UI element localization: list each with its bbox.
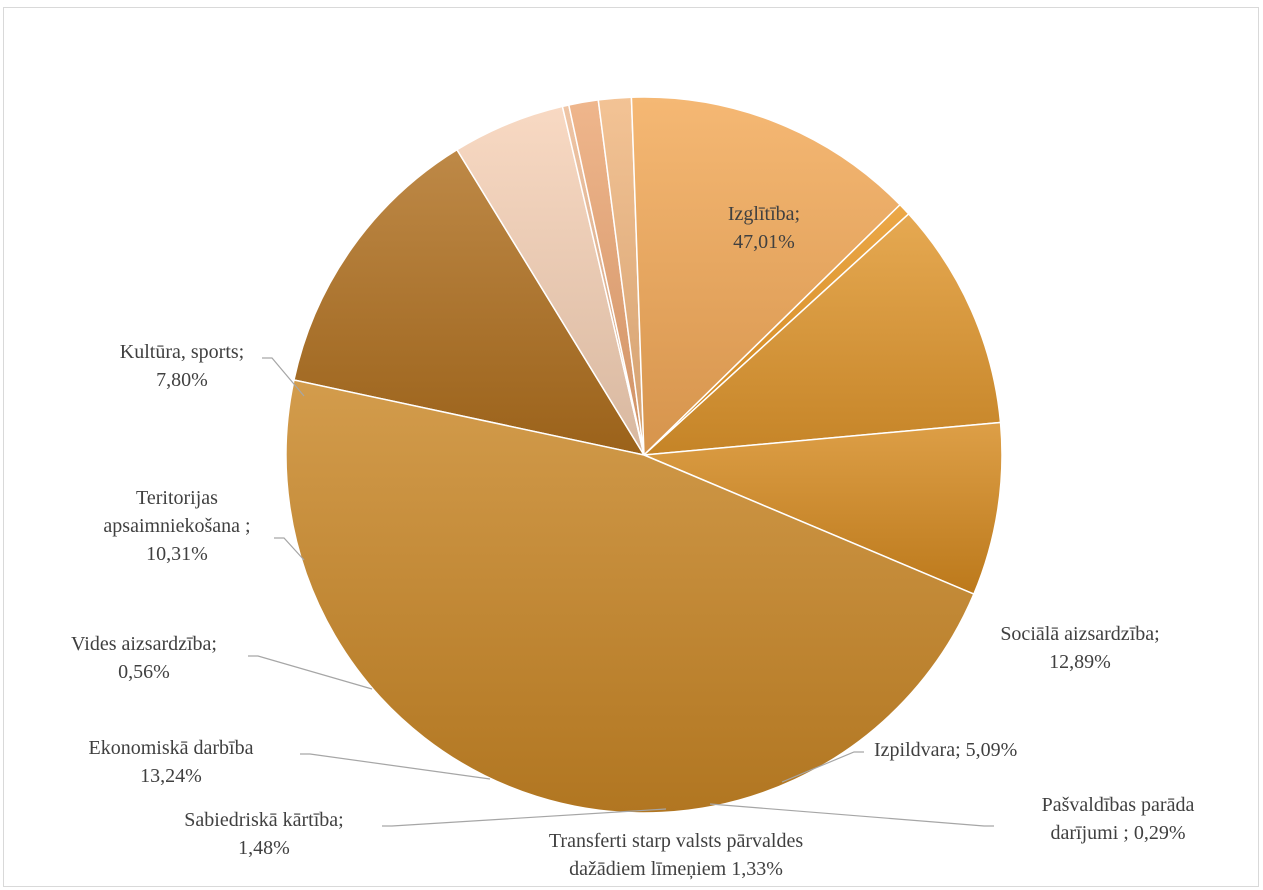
data-label-line: 10,31% — [146, 543, 208, 565]
leader-line-9 — [262, 357, 305, 397]
pie-slice-8 — [641, 212, 1002, 456]
chart-frame: Sociālā aizsardzība; 12,89% Izpildvara; 5,… — [3, 7, 1259, 887]
data-label-line: 47,01% — [733, 231, 795, 253]
leader-line-3 — [709, 803, 994, 827]
leader-line-2 — [781, 751, 864, 783]
data-label-line: Vides aizsardzība; — [71, 633, 217, 655]
data-label-line: 1,48% — [238, 837, 290, 859]
data-label-line: apsaimniekošana ; — [103, 515, 250, 537]
data-label-line: 0,56% — [118, 661, 170, 683]
data-label-4: Transferti starp valsts pārvaldes dažādie… — [549, 830, 803, 880]
leader-line-8 — [274, 537, 305, 561]
data-label-line: dažādiem līmeņiem 1,33% — [569, 858, 783, 880]
data-label-5: Sabiedriskā kārtība; 1,48% — [184, 809, 343, 859]
pie-slice-1 — [293, 148, 646, 457]
leader-lines — [248, 357, 994, 827]
data-label-line: Transferti starp valsts pārvaldes — [549, 830, 803, 852]
leader-line-5 — [382, 808, 667, 827]
data-label-line: darījumi ; 0,29% — [1051, 822, 1186, 844]
data-label-line: 7,80% — [156, 369, 208, 391]
pie-slice-10 — [285, 379, 975, 814]
data-label-line: 13,24% — [140, 765, 202, 787]
data-label-7: Vides aizsardzība; 0,56% — [71, 633, 217, 683]
pie-chart: Sociālā aizsardzība; 12,89% Izpildvara; 5,… — [71, 96, 1194, 880]
data-label-8: Teritorijas apsaimniekošana ; 10,31% — [103, 487, 250, 565]
data-label-1: Sociālā aizsardzība; 12,89% — [1000, 623, 1159, 673]
data-label-3: Pašvaldības parāda darījumi ; 0,29% — [1042, 794, 1195, 844]
data-label-line: Ekonomiskā darbība — [89, 737, 254, 759]
data-label-line: Izglītība; — [728, 203, 800, 225]
data-label-line: Izpildvara; 5,09% — [874, 739, 1017, 761]
leader-line-7 — [248, 655, 373, 690]
pie-slice-6 — [630, 96, 902, 457]
data-label-10: Izglītība; 47,01% — [728, 203, 800, 253]
data-label-line: Pašvaldības parāda — [1042, 794, 1195, 816]
data-label-line: Kultūra, sports; — [120, 341, 244, 363]
data-label-6: Ekonomiskā darbība 13,24% — [89, 737, 254, 787]
pie-slices — [285, 96, 1003, 814]
data-label-2: Izpildvara; 5,09% — [874, 739, 1017, 761]
data-label-line: Teritorijas — [136, 487, 218, 509]
data-label-line: Sociālā aizsardzība; — [1000, 623, 1159, 645]
pie-slice-9 — [643, 421, 1003, 596]
data-label-line: Sabiedriskā kārtība; — [184, 809, 343, 831]
data-label-line: 12,89% — [1049, 651, 1111, 673]
data-label-9: Kultūra, sports; 7,80% — [120, 341, 244, 391]
data-labels: Sociālā aizsardzība; 12,89% Izpildvara; 5,… — [71, 203, 1194, 880]
leader-line-6 — [300, 753, 491, 780]
